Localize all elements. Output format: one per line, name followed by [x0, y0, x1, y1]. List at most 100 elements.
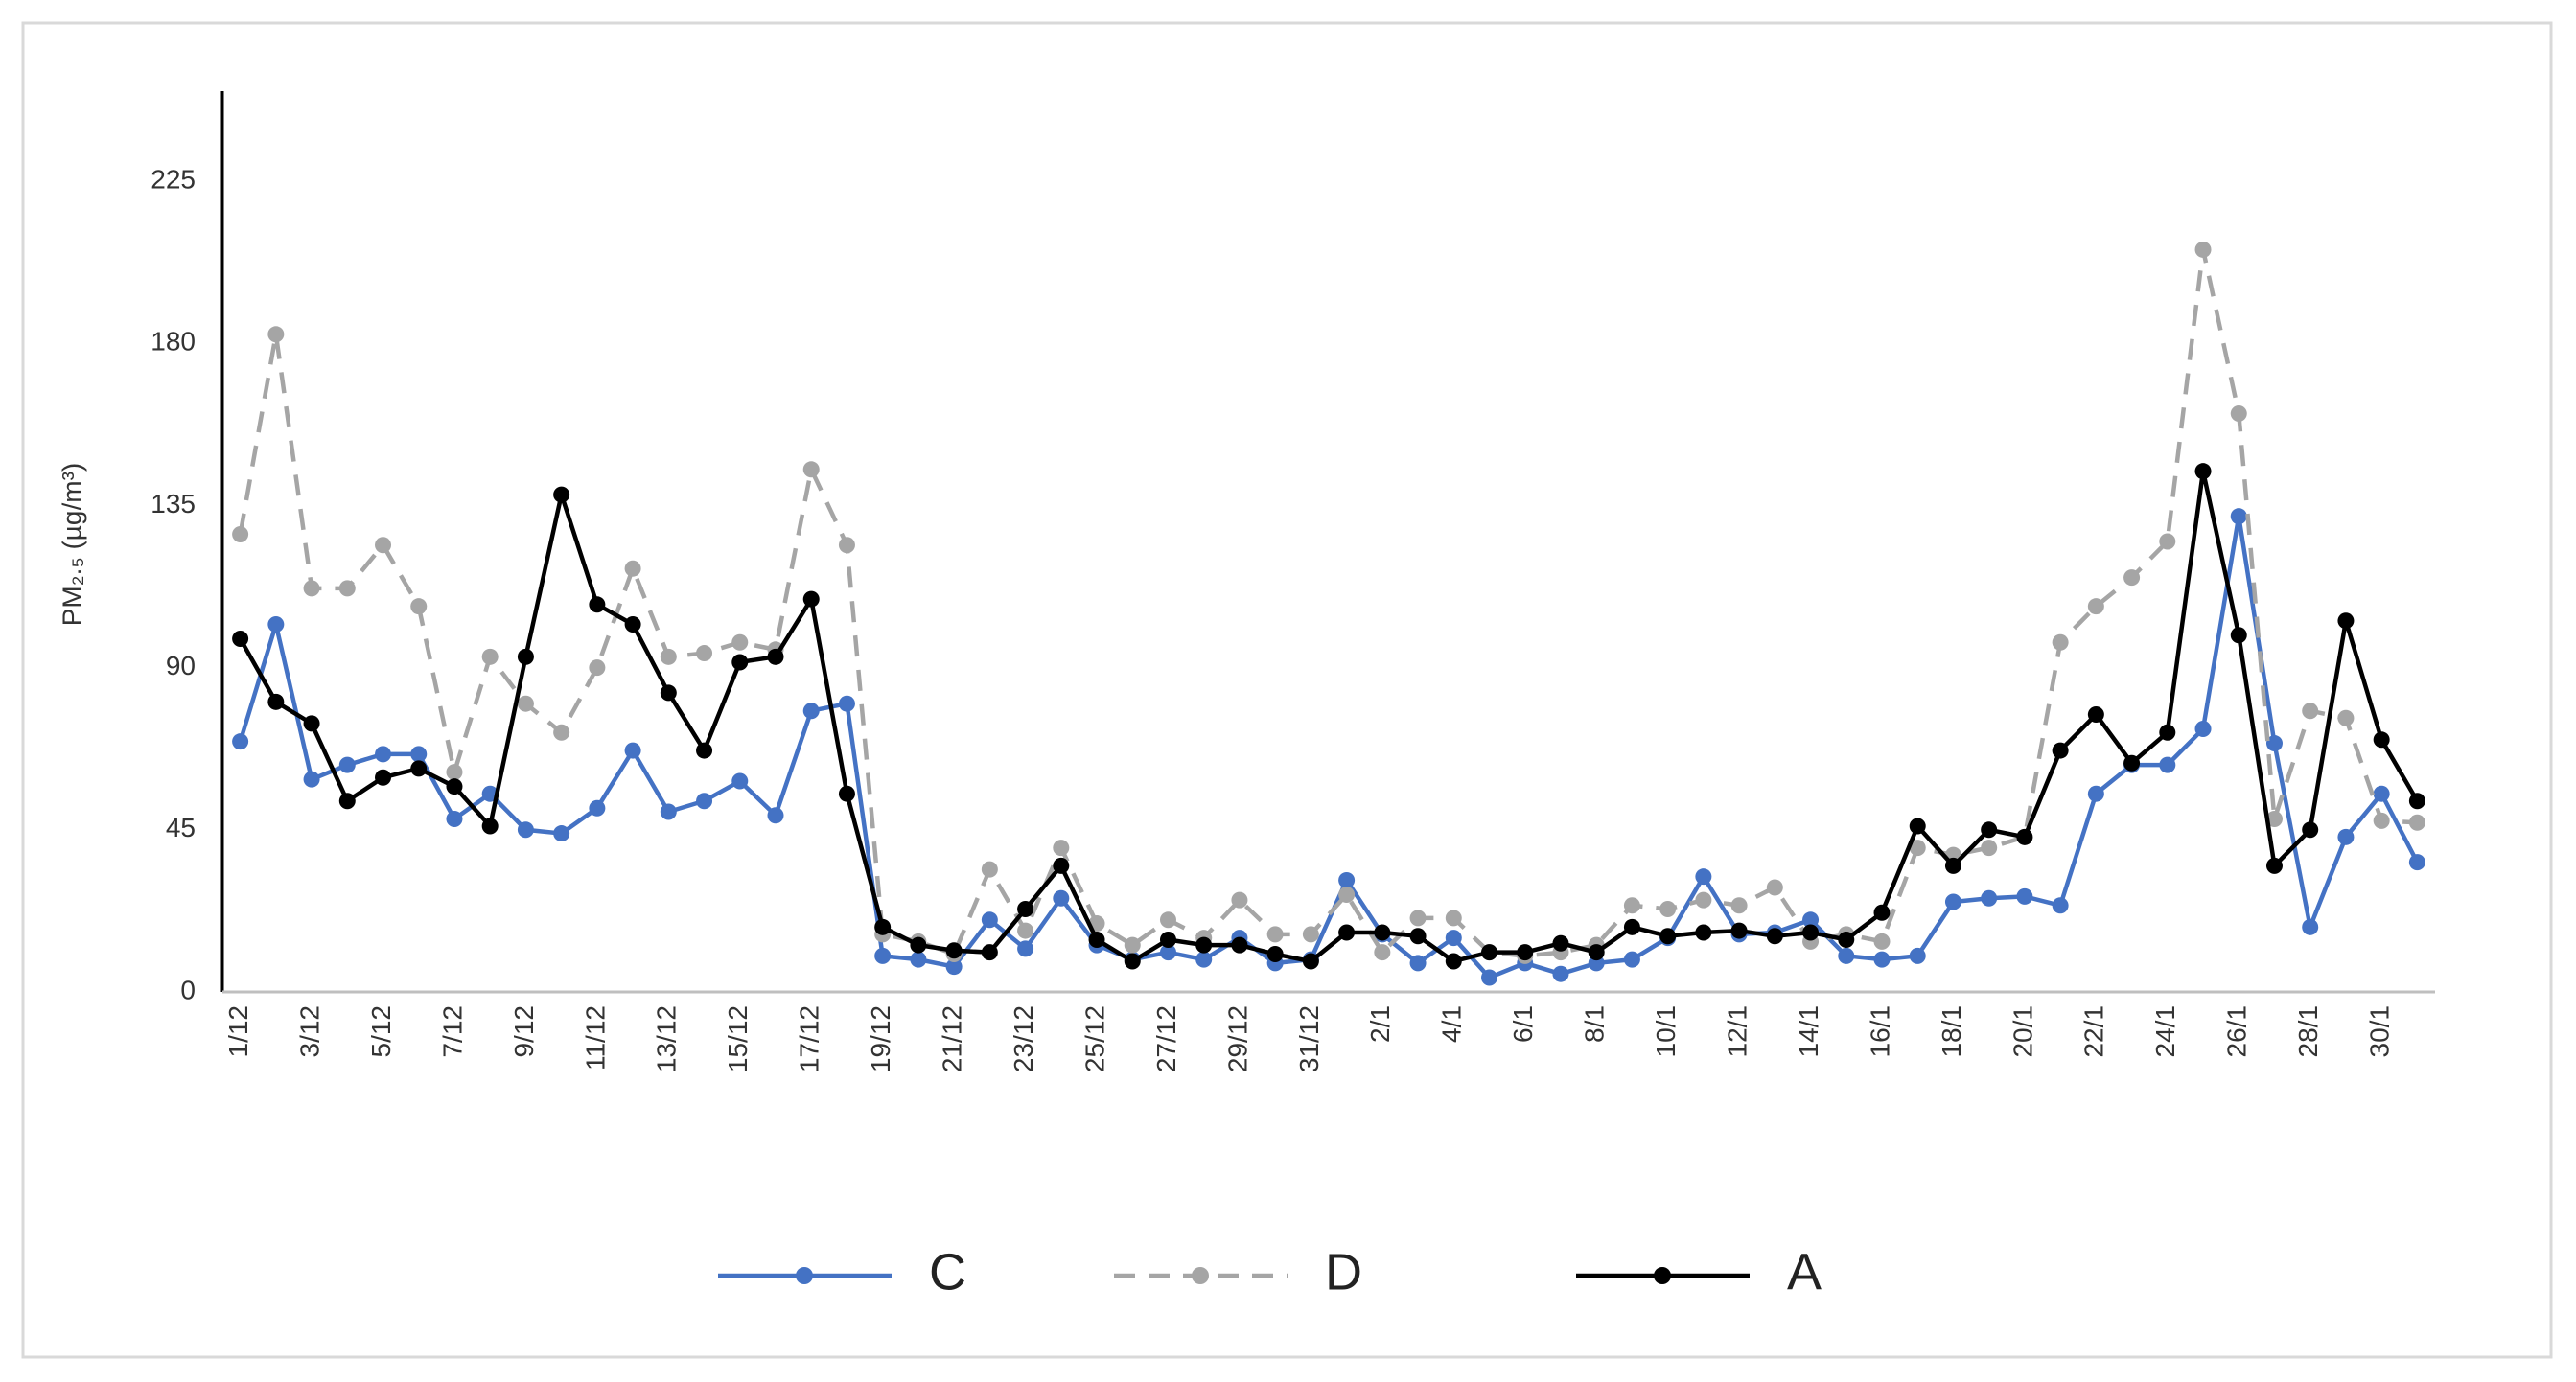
- point: [338, 580, 356, 597]
- point: [2123, 569, 2141, 587]
- point: [553, 486, 570, 503]
- point: [1088, 931, 1105, 948]
- point: [2302, 918, 2319, 935]
- point: [1195, 951, 1213, 968]
- point: [2408, 793, 2425, 810]
- y-tick-label: 0: [180, 975, 196, 1004]
- point: [696, 742, 713, 759]
- point: [1338, 924, 1356, 941]
- point: [1231, 936, 1248, 954]
- point: [1445, 930, 1462, 947]
- point: [981, 911, 998, 929]
- point: [660, 803, 677, 820]
- point: [731, 633, 749, 651]
- y-tick-label: 90: [166, 651, 196, 680]
- point: [1909, 840, 1926, 857]
- point: [1159, 944, 1176, 961]
- point: [1552, 965, 1569, 982]
- point: [1659, 928, 1677, 945]
- point: [910, 951, 927, 968]
- point: [1195, 936, 1213, 954]
- point: [303, 715, 320, 732]
- point: [1409, 928, 1427, 945]
- point: [2408, 854, 2425, 871]
- point: [1338, 871, 1356, 888]
- point: [945, 958, 963, 976]
- point: [1623, 951, 1640, 968]
- point: [1944, 893, 1961, 910]
- point: [981, 944, 998, 961]
- point: [2337, 828, 2355, 845]
- point: [696, 793, 713, 810]
- point: [624, 560, 641, 577]
- x-tick-label: 17/12: [795, 1005, 824, 1072]
- point: [232, 733, 249, 750]
- legend-marker: [796, 1267, 813, 1284]
- point: [2265, 735, 2283, 752]
- point: [446, 811, 463, 828]
- point: [1374, 924, 1391, 941]
- point: [1302, 926, 1319, 943]
- legend-marker: [1654, 1267, 1671, 1284]
- point: [517, 695, 534, 712]
- point: [1944, 857, 1961, 874]
- point: [2265, 857, 2283, 874]
- point: [1374, 944, 1391, 961]
- point: [338, 793, 356, 810]
- point: [1231, 891, 1248, 909]
- point: [838, 785, 855, 802]
- point: [2087, 705, 2104, 723]
- point: [1623, 897, 1640, 914]
- point: [1266, 926, 1284, 943]
- legend-label: C: [929, 1243, 966, 1301]
- point: [481, 818, 499, 835]
- point: [660, 684, 677, 702]
- point: [267, 326, 285, 343]
- point: [2302, 821, 2319, 839]
- x-tick-label: 1/12: [223, 1005, 253, 1058]
- point: [1445, 910, 1462, 927]
- point: [2087, 785, 2104, 802]
- point: [589, 659, 606, 677]
- x-tick-label: 28/1: [2293, 1005, 2323, 1058]
- point: [303, 580, 320, 597]
- point: [2302, 703, 2319, 720]
- point: [232, 525, 249, 542]
- point: [267, 693, 285, 710]
- x-tick-label: 4/1: [1437, 1005, 1467, 1043]
- point: [767, 648, 784, 665]
- point: [2265, 811, 2283, 828]
- point: [410, 598, 428, 615]
- point: [1730, 897, 1748, 914]
- point: [660, 648, 677, 665]
- x-tick-label: 2/1: [1365, 1005, 1395, 1043]
- point: [1623, 918, 1640, 935]
- point: [696, 645, 713, 662]
- point: [375, 746, 392, 763]
- point: [232, 631, 249, 648]
- point: [1124, 953, 1141, 970]
- point: [2194, 463, 2212, 480]
- x-tick-label: 20/1: [2007, 1005, 2037, 1058]
- point: [1445, 953, 1462, 970]
- point: [2052, 633, 2069, 651]
- point: [2052, 742, 2069, 759]
- point: [1695, 868, 1712, 886]
- point: [1053, 857, 1070, 874]
- point: [1017, 922, 1034, 939]
- point: [874, 918, 892, 935]
- point: [375, 537, 392, 554]
- point: [910, 936, 927, 954]
- x-tick-label: 30/1: [2365, 1005, 2395, 1058]
- point: [410, 760, 428, 777]
- x-tick-label: 11/12: [580, 1005, 610, 1071]
- point: [2373, 812, 2390, 829]
- point: [2337, 612, 2355, 630]
- legend-label: D: [1325, 1243, 1362, 1301]
- point: [2373, 785, 2390, 802]
- point: [1873, 951, 1891, 968]
- point: [731, 772, 749, 790]
- point: [2408, 814, 2425, 831]
- point: [1017, 940, 1034, 957]
- point: [1517, 944, 1534, 961]
